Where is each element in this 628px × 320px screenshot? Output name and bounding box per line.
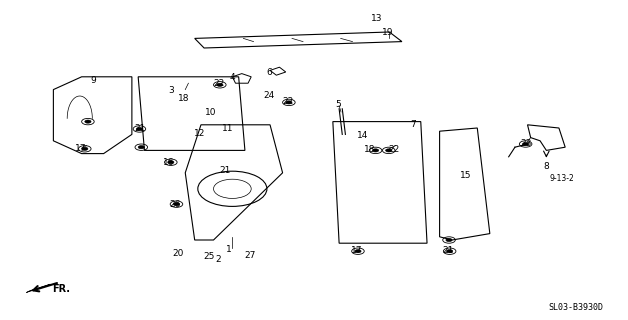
Text: 13: 13 bbox=[371, 14, 382, 23]
Text: 21: 21 bbox=[134, 124, 146, 133]
Text: 21: 21 bbox=[219, 166, 230, 175]
Text: 10: 10 bbox=[205, 108, 217, 117]
Text: 7: 7 bbox=[410, 120, 416, 129]
Text: FR.: FR. bbox=[52, 284, 70, 294]
Text: SL03-B3930D: SL03-B3930D bbox=[548, 303, 603, 312]
Text: 24: 24 bbox=[263, 91, 274, 100]
Text: 21: 21 bbox=[442, 246, 453, 255]
Circle shape bbox=[446, 238, 452, 242]
Circle shape bbox=[168, 161, 174, 164]
Text: 22: 22 bbox=[282, 97, 293, 106]
Text: 9: 9 bbox=[90, 76, 96, 85]
Text: 27: 27 bbox=[244, 251, 256, 260]
Text: 18: 18 bbox=[364, 145, 375, 154]
Circle shape bbox=[138, 146, 144, 149]
Text: 1: 1 bbox=[226, 245, 232, 254]
Circle shape bbox=[173, 203, 180, 206]
Text: 6: 6 bbox=[266, 68, 272, 77]
Circle shape bbox=[85, 120, 91, 123]
Circle shape bbox=[217, 83, 223, 86]
Text: 22: 22 bbox=[389, 145, 400, 154]
Text: 17: 17 bbox=[351, 246, 362, 255]
Text: 3: 3 bbox=[168, 86, 174, 95]
Text: 5: 5 bbox=[335, 100, 341, 109]
Polygon shape bbox=[26, 284, 50, 292]
Circle shape bbox=[386, 149, 392, 152]
Text: 19: 19 bbox=[382, 28, 394, 37]
Text: 4: 4 bbox=[230, 73, 235, 82]
Text: 9-13-2: 9-13-2 bbox=[550, 174, 575, 183]
Text: 16: 16 bbox=[163, 158, 174, 167]
Text: 22: 22 bbox=[213, 79, 224, 88]
Text: 2: 2 bbox=[216, 255, 221, 264]
Circle shape bbox=[136, 127, 143, 131]
Text: 23: 23 bbox=[521, 139, 532, 148]
Circle shape bbox=[522, 142, 529, 146]
Text: 17: 17 bbox=[75, 144, 86, 153]
Text: 8: 8 bbox=[543, 162, 550, 171]
Text: 25: 25 bbox=[203, 252, 215, 261]
Text: 15: 15 bbox=[460, 171, 472, 180]
Circle shape bbox=[82, 147, 88, 150]
Circle shape bbox=[355, 250, 361, 253]
Circle shape bbox=[447, 250, 453, 253]
Text: 12: 12 bbox=[194, 129, 205, 138]
Text: 11: 11 bbox=[222, 124, 234, 133]
Text: 20: 20 bbox=[172, 249, 183, 258]
Circle shape bbox=[286, 101, 292, 104]
Text: 26: 26 bbox=[169, 200, 180, 209]
Text: 14: 14 bbox=[357, 131, 369, 140]
Circle shape bbox=[372, 149, 379, 152]
Text: 18: 18 bbox=[178, 94, 190, 103]
